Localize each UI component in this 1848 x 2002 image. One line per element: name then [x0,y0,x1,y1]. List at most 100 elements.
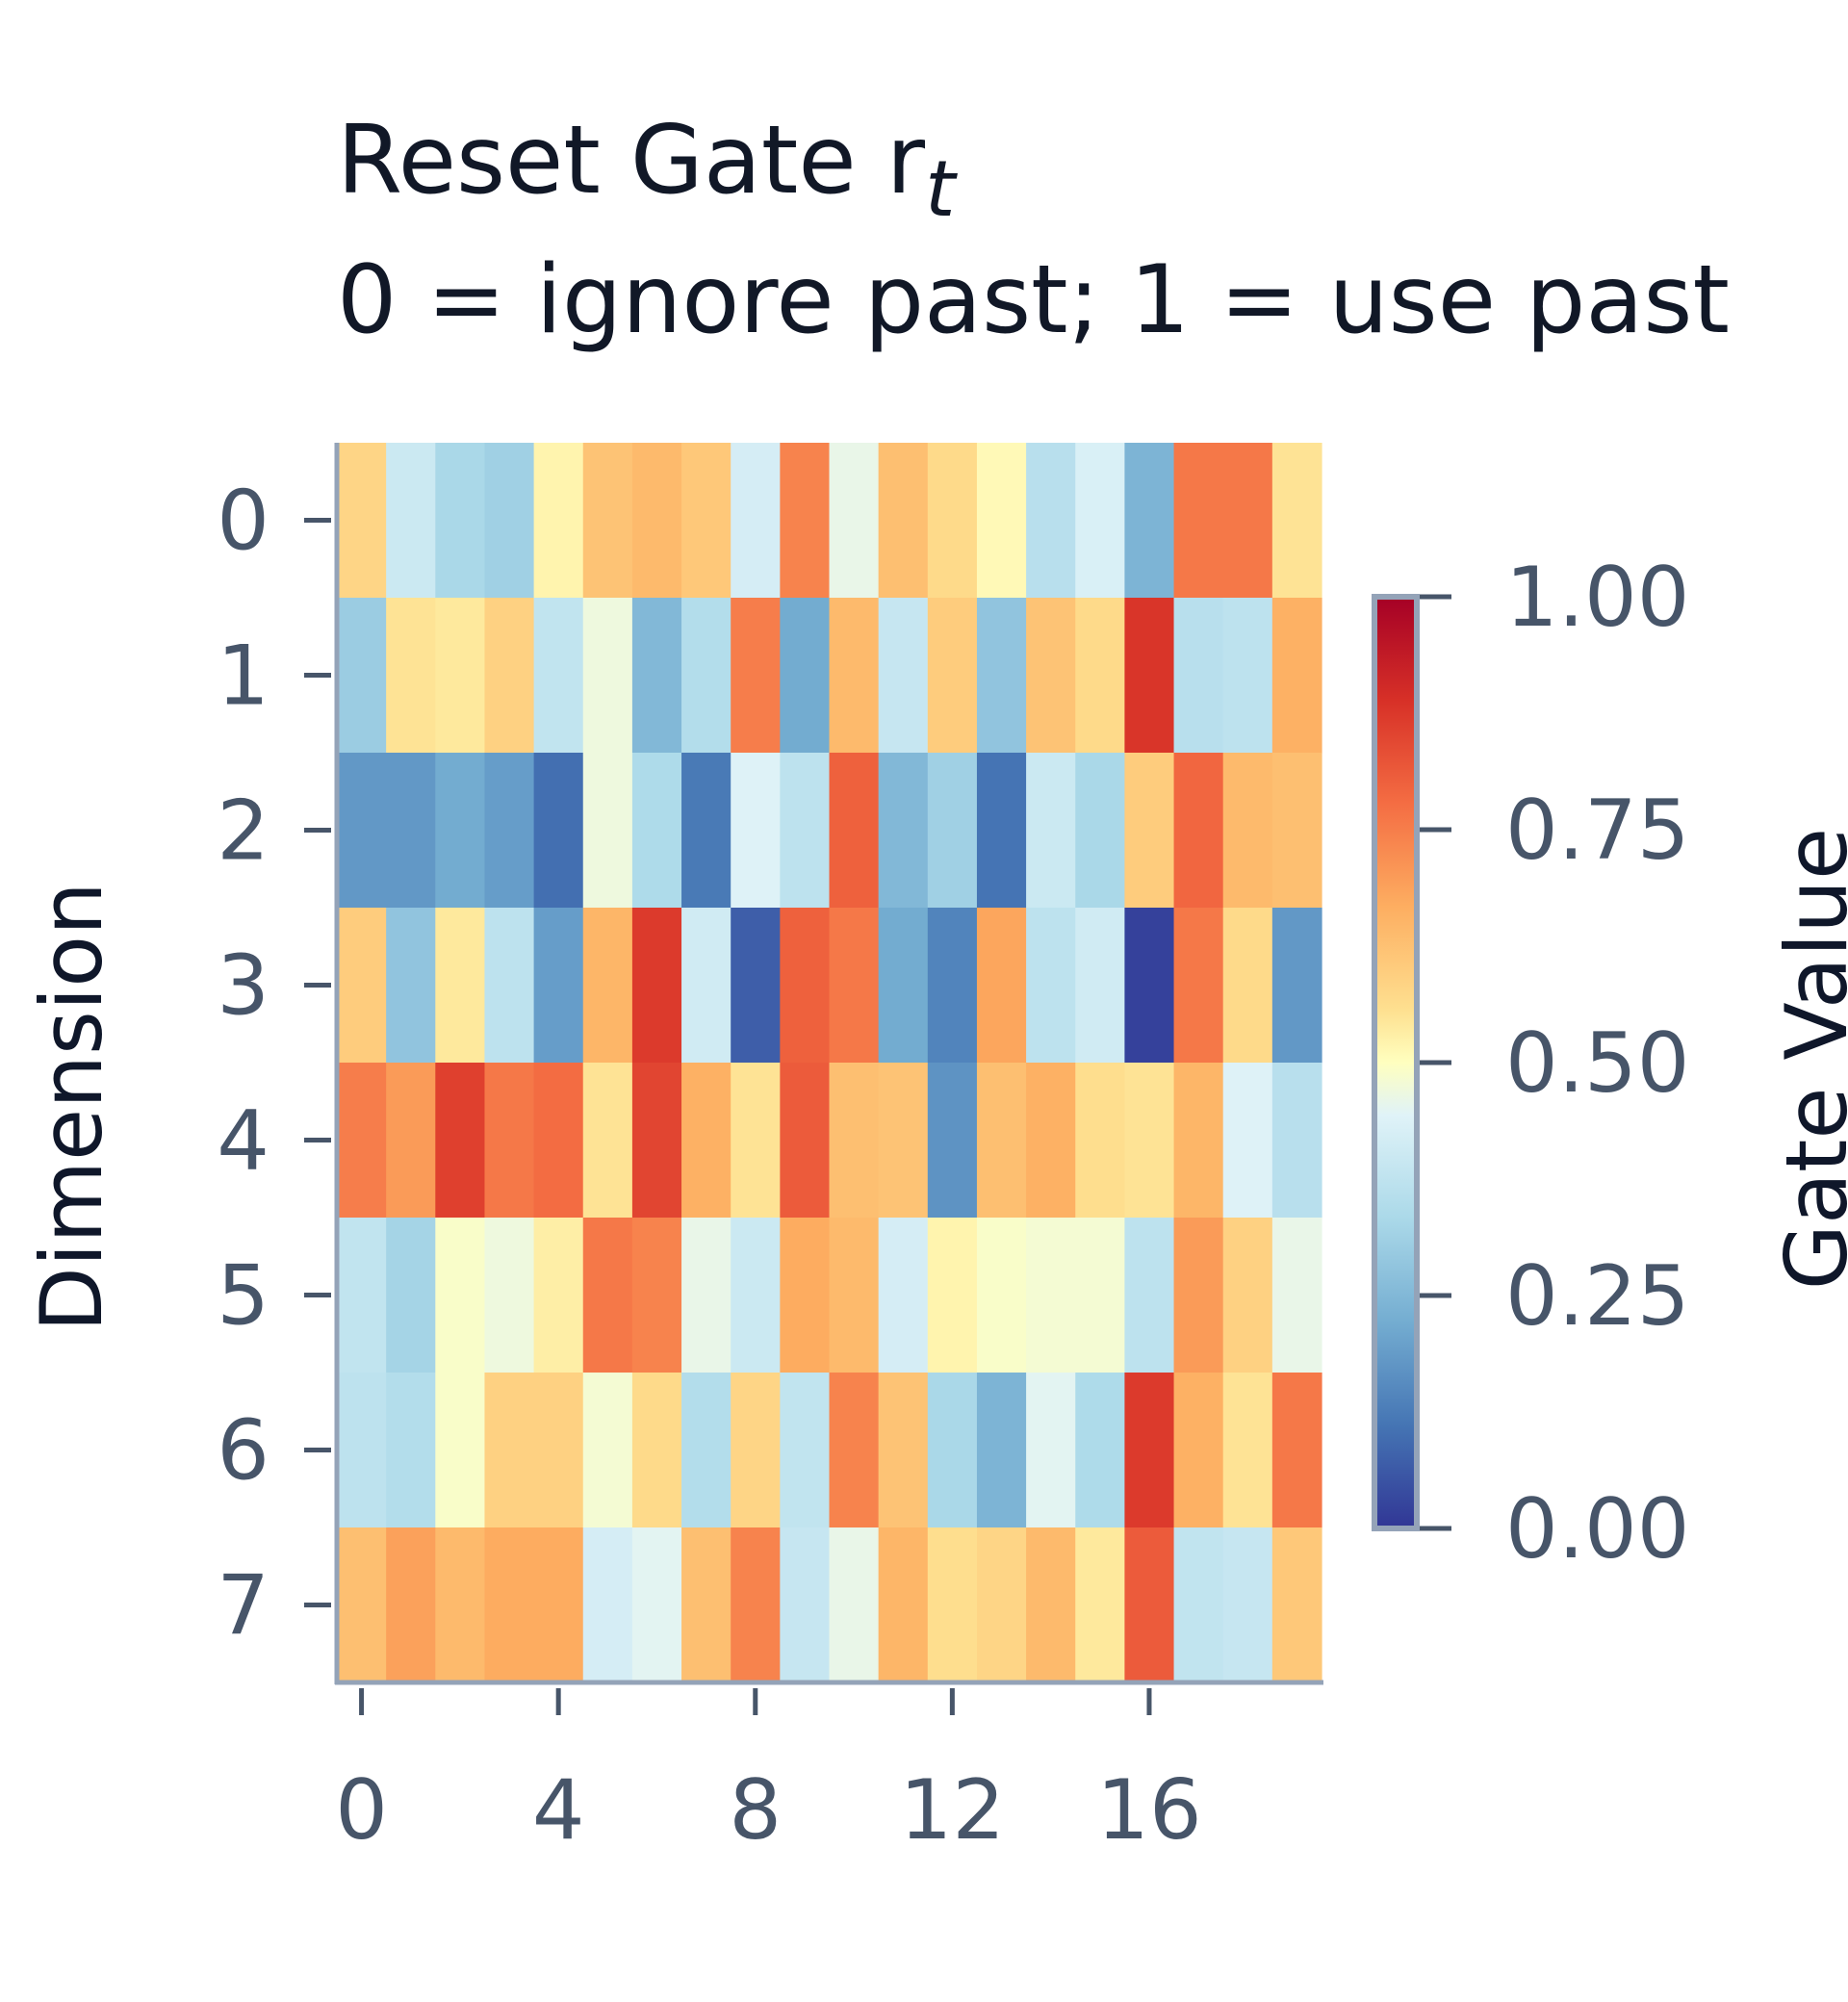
heatmap-cell [976,1527,1027,1683]
heatmap-cell [780,1218,831,1373]
heatmap-cell [780,753,831,909]
y-tick-label: 7 [217,1558,270,1655]
heatmap-cell [337,1527,387,1683]
heatmap-cell [582,753,633,909]
heatmap-cell [337,753,387,909]
heatmap-cell [927,753,978,909]
heatmap-cell [1124,1218,1175,1373]
title-subscript: t [925,144,958,234]
heatmap-cell [533,753,584,909]
heatmap-cell [1222,443,1273,599]
heatmap-cell [1026,1218,1076,1373]
heatmap-cell [631,1373,682,1528]
colorbar-tick-label: 1.00 [1505,550,1689,646]
heatmap-cell [878,1063,929,1219]
heatmap-cell [829,443,880,599]
heatmap-cell [1026,443,1076,599]
heatmap-cell [582,1373,633,1528]
heatmap-cell [1124,1373,1175,1528]
heatmap-cell [1124,598,1175,754]
heatmap-cell [1173,1373,1224,1528]
heatmap-cell [1271,1063,1322,1219]
heatmap-cell [386,598,436,754]
heatmap-cell [1271,1527,1322,1683]
heatmap-cell [731,908,781,1064]
heatmap-cell [533,1218,584,1373]
heatmap-cell [829,1063,880,1219]
colorbar-tick-label: 0.00 [1505,1481,1689,1578]
heatmap-cell [1075,443,1125,599]
heatmap-cell [631,1218,682,1373]
x-tick-label: 12 [900,1762,1005,1859]
heatmap-cell [976,1218,1027,1373]
heatmap-cell [1271,1218,1322,1373]
heatmap-cell [1075,598,1125,754]
heatmap-cell [1075,908,1125,1064]
heatmap-cell [976,598,1027,754]
svg-text:Reset Gate rt: Reset Gate rt [337,106,958,234]
heatmap-cell [1173,443,1224,599]
heatmap-cell [631,1063,682,1219]
heatmap-cell [1075,1527,1125,1683]
heatmap-cell [927,598,978,754]
heatmap-cell [533,1527,584,1683]
heatmap-cell [435,1527,486,1683]
colorbar-tick-label: 0.25 [1505,1248,1689,1345]
heatmap-cell [780,1373,831,1528]
heatmap-cell [731,443,781,599]
heatmap-cell [1271,908,1322,1064]
heatmap-cell [1173,598,1224,754]
heatmap-cell [1075,1063,1125,1219]
heatmap-cell [337,1218,387,1373]
heatmap-cell [582,443,633,599]
heatmap-cell [631,1527,682,1683]
heatmap-cell [878,908,929,1064]
heatmap-cell [731,1527,781,1683]
heatmap-cell [1124,753,1175,909]
heatmap-cell [681,1218,732,1373]
heatmap-cell [1124,443,1175,599]
heatmap-cell [533,1373,584,1528]
heatmap-cell [435,753,486,909]
heatmap-cell [927,1373,978,1528]
heatmap-cell [1075,1218,1125,1373]
heatmap-cell [681,1373,732,1528]
heatmap-cell [1026,1373,1076,1528]
y-tick-label: 2 [217,783,270,880]
heatmap-cell [1173,1218,1224,1373]
heatmap-cell [484,443,535,599]
heatmap-cell [484,1063,535,1219]
heatmap-cell [780,1063,831,1219]
heatmap-cell [484,1527,535,1683]
heatmap-cell [1222,1063,1273,1219]
heatmap-cell [386,753,436,909]
x-tick-label: 8 [729,1762,782,1859]
chart-subtitle: 0 = ignore past; 1 = use past [337,245,1730,355]
y-tick-label: 1 [217,629,270,725]
heatmap-cell [386,1373,436,1528]
heatmap-cell [484,753,535,909]
heatmap-cell [582,598,633,754]
heatmap-cell [681,1527,732,1683]
heatmap-cell [1026,598,1076,754]
heatmap-cell [878,1218,929,1373]
colorbar-tick-label: 0.75 [1505,783,1689,879]
heatmap-cell [731,1218,781,1373]
heatmap-cell [1222,1527,1273,1683]
heatmap-cell [631,908,682,1064]
heatmap-cell [829,1218,880,1373]
heatmap-cell [435,1373,486,1528]
heatmap-cell [337,908,387,1064]
heatmap-cell [976,1063,1027,1219]
colorbar-title: Gate Value [1767,828,1848,1290]
heatmap-cell [1026,753,1076,909]
heatmap-cell [1222,1373,1273,1528]
heatmap-cell [1173,1063,1224,1219]
heatmap-cell [533,908,584,1064]
heatmap-cell [1173,908,1224,1064]
y-tick-label: 4 [217,1093,270,1190]
heatmap-cell [1222,753,1273,909]
title-text: Reset Gate r [337,106,926,216]
heatmap-cell [1222,1218,1273,1373]
heatmap-cell [927,1063,978,1219]
